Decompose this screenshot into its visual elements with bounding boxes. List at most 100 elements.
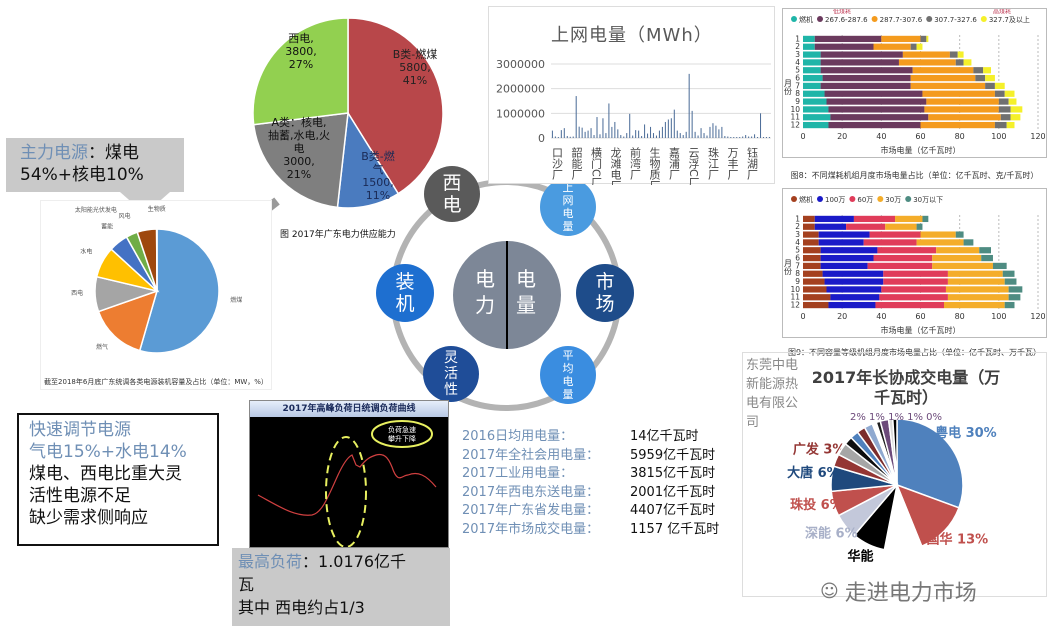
bar-segment	[830, 114, 929, 121]
bar-segment	[1000, 114, 1011, 121]
bubble-line1: 负荷急速	[388, 425, 416, 434]
bar	[578, 126, 580, 138]
load-curve-panel: 2017年高峰负荷日统调负荷曲线 负荷急速 攀升下降	[249, 400, 449, 548]
bar	[715, 125, 717, 138]
bar	[652, 133, 655, 138]
x-tick-label: 钰湖厂	[746, 147, 759, 180]
legend-label: 30万	[885, 196, 901, 204]
bar-segment	[1002, 270, 1015, 277]
bar	[620, 135, 622, 138]
bar-segment	[814, 43, 874, 50]
supply-capacity-pie	[252, 17, 444, 209]
y-tick-label: 11	[790, 293, 800, 302]
bar	[679, 133, 681, 138]
node-average-energy[interactable]: 平均电量	[540, 346, 596, 404]
bar	[617, 129, 619, 138]
bar	[733, 137, 735, 138]
installed-slice	[138, 228, 220, 354]
bar	[632, 135, 634, 138]
installed-slice	[97, 289, 159, 352]
long-term-label: 深能 6%	[805, 525, 858, 541]
x-tick-label: 40	[876, 312, 886, 321]
bar	[641, 136, 643, 138]
y-tick-label: 1000000	[496, 107, 545, 120]
bar	[566, 136, 568, 138]
y-tick-label: 1	[795, 34, 800, 43]
flex-line5: 缺少需求侧响应	[29, 508, 148, 528]
y-tick-label: 5	[795, 246, 800, 255]
y-tick-label: 6	[795, 253, 800, 262]
bar-segment	[994, 90, 1005, 97]
node-market[interactable]: 市场	[576, 264, 634, 322]
bar-segment	[944, 301, 1005, 309]
supply-slice	[252, 112, 349, 209]
bar-segment	[824, 278, 884, 285]
bar-segment	[928, 114, 1001, 121]
bar-segment	[922, 90, 995, 97]
bar	[682, 135, 684, 138]
bar-segment	[955, 59, 964, 66]
bar-segment	[936, 247, 980, 254]
y-tick-label: 7	[795, 81, 800, 90]
bar	[599, 134, 601, 138]
bar	[638, 130, 640, 138]
node-grid-energy[interactable]: 上网电量	[540, 178, 596, 236]
y-tick-label: 3	[795, 230, 800, 239]
bar-segment	[881, 35, 921, 43]
bar	[551, 130, 553, 138]
legend-label: 60万	[857, 196, 873, 204]
bar	[712, 123, 714, 138]
stat-label: 2017年广东省发电量：	[462, 503, 600, 518]
bar-segment	[826, 98, 927, 105]
bar-segment	[867, 262, 933, 270]
long-term-label: 粤电 30%	[935, 425, 997, 441]
stat-label: 2017年全社会用电量：	[462, 447, 600, 463]
legend-marker	[791, 196, 797, 202]
x-tick-label: 60	[915, 132, 925, 141]
installed-label: 蓄能	[101, 222, 113, 230]
bar-segment	[873, 254, 933, 262]
bubble-line2: 攀升下降	[388, 434, 416, 443]
bar-segment	[947, 278, 1005, 285]
x-tick-label: 120	[1030, 312, 1045, 321]
x-tick-label: 珠江厂	[707, 146, 720, 180]
node-flexibility[interactable]: 灵活性	[423, 346, 479, 402]
bar	[768, 137, 770, 138]
x-tick-label: 韶能厂	[570, 146, 583, 180]
bar	[736, 137, 738, 138]
bar-segment	[883, 270, 948, 277]
bar-segment	[803, 301, 829, 309]
installed-label: 燃煤	[230, 296, 242, 304]
bar-segment	[994, 121, 1007, 129]
bar-segment	[910, 82, 986, 90]
installed-label: 燃气	[96, 343, 108, 351]
bar	[742, 136, 744, 138]
annotation: 高煤耗	[993, 9, 1011, 16]
bar	[626, 133, 628, 138]
stat-row: 2017年市场成交电量： 1157 亿千瓦时	[462, 521, 719, 540]
legend-label: 267.6-287.6	[825, 16, 868, 24]
bar	[676, 130, 678, 138]
long-term-slice	[896, 418, 964, 509]
node-west-power[interactable]: 西电	[424, 166, 480, 222]
bar	[647, 133, 649, 138]
bar	[593, 135, 595, 138]
x-tick-label: 龙滩电厂	[609, 147, 622, 185]
long-term-label: 珠投 6%	[790, 497, 843, 513]
bar-segment	[828, 121, 921, 129]
bar	[650, 126, 652, 138]
supply-pie-caption: 图 2017年广东电力供应能力	[280, 230, 396, 240]
bar-segment	[883, 278, 948, 285]
bar	[739, 137, 741, 138]
y-tick-label: 3000000	[496, 58, 545, 71]
bar-segment	[826, 286, 882, 293]
x-tick-label: 口沙厂	[551, 147, 564, 180]
legend-marker	[905, 196, 912, 202]
legend-marker	[871, 16, 878, 22]
y-tick-label: 2000000	[496, 83, 545, 96]
bar	[697, 135, 699, 138]
bar-segment	[912, 67, 974, 74]
bar-segment	[820, 254, 874, 262]
node-installed[interactable]: 装机	[376, 264, 434, 322]
bar-segment	[881, 286, 946, 293]
